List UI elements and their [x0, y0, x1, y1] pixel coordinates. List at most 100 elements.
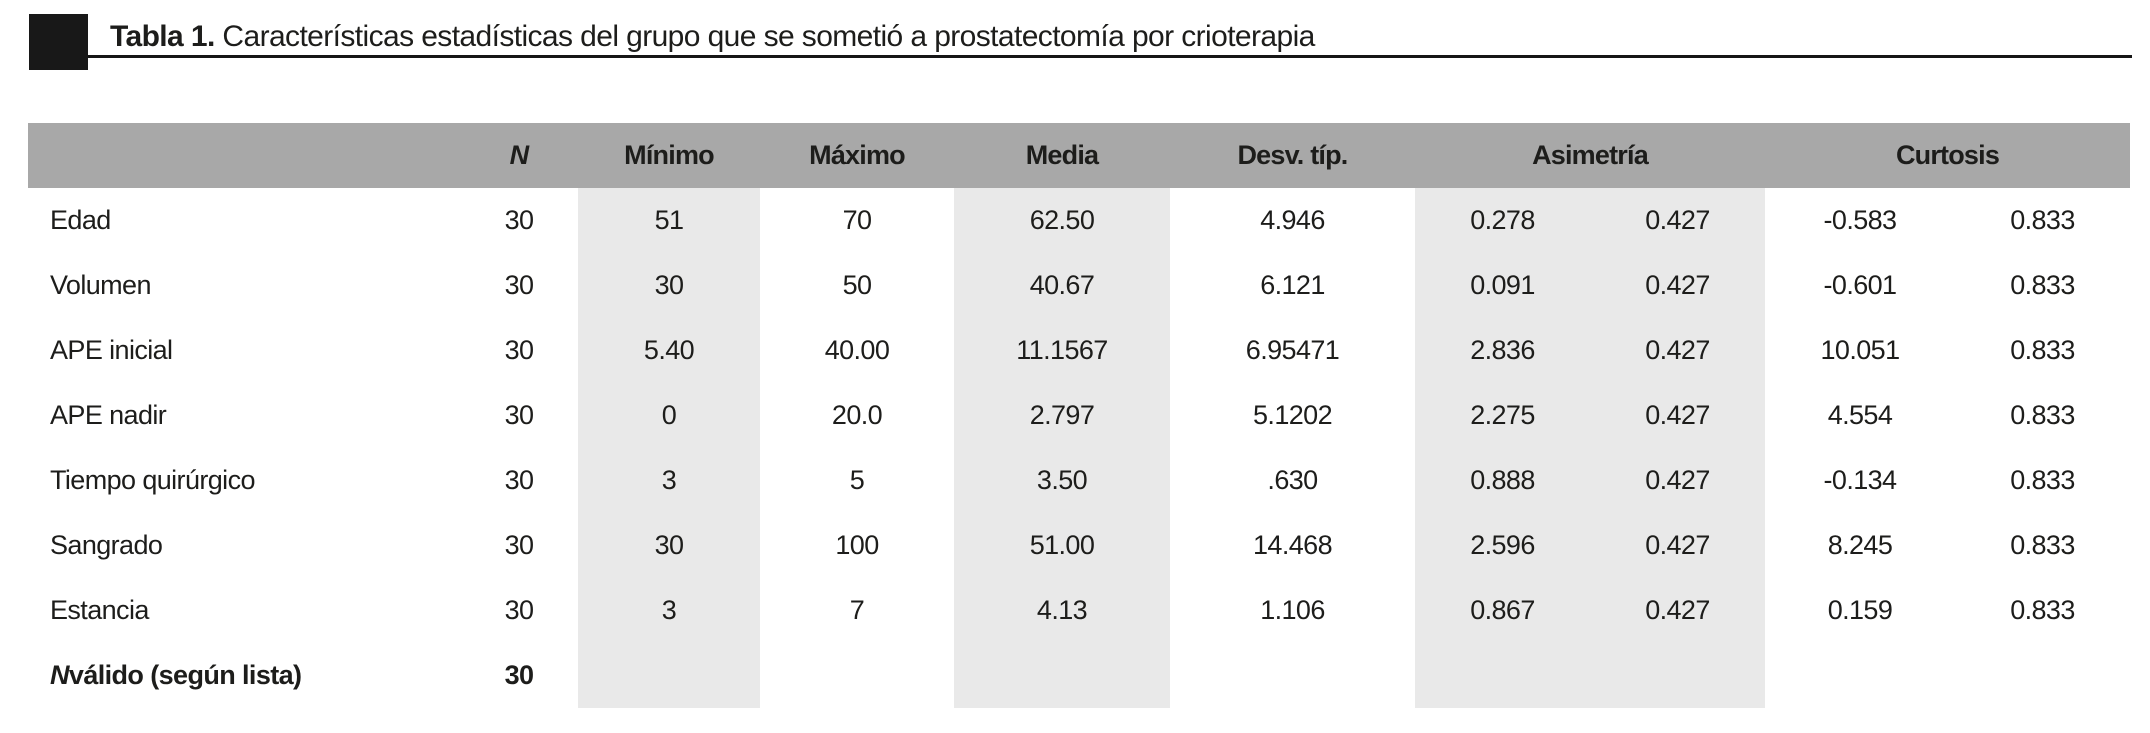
- table-cell: 6.121: [1260, 270, 1325, 300]
- table-caption-text: Características estadísticas del grupo q…: [214, 20, 1315, 53]
- table-cell: 4.554: [1827, 400, 1893, 430]
- header-empty-cell: [28, 123, 460, 188]
- table-cell: 0.427: [1590, 448, 1765, 513]
- table-cell: -0.583: [1823, 205, 1898, 235]
- header-n: N: [509, 140, 530, 170]
- table-cell: 0.427: [1590, 318, 1765, 383]
- row-label: APE inicial: [50, 335, 173, 365]
- table-cell: 5: [849, 465, 865, 495]
- table-cell: 3: [578, 448, 760, 513]
- table-cell: 0.278: [1415, 188, 1590, 253]
- table-cell: 0.833: [2010, 465, 2075, 495]
- table-cell: 30: [578, 513, 760, 578]
- row-label: Edad: [50, 205, 111, 235]
- statistics-table: N Mínimo Máximo Media Desv. típ. Asimetr…: [28, 123, 2130, 708]
- table-cell: 0.427: [1590, 253, 1765, 318]
- table-cell: 0.833: [2010, 335, 2075, 365]
- table-cell: 0.833: [2010, 270, 2075, 300]
- table-cell: 0.091: [1415, 253, 1590, 318]
- table-cell: 0.833: [2010, 205, 2075, 235]
- table-cell: -0.601: [1823, 270, 1898, 300]
- table-cell: 6.95471: [1245, 335, 1340, 365]
- table-header-row: N Mínimo Máximo Media Desv. típ. Asimetr…: [28, 123, 2130, 188]
- header-media: Media: [1025, 140, 1099, 170]
- table-cell: 62.50: [954, 188, 1170, 253]
- table-cell: 0.833: [2010, 595, 2075, 625]
- table-row: Tiempo quirúrgico 30 3 5 3.50 .630 0.888 0.427 -…: [28, 448, 2130, 513]
- table-cell: 2.596: [1415, 513, 1590, 578]
- table-cell: 1.106: [1260, 595, 1325, 625]
- table-cell: 4.946: [1260, 205, 1325, 235]
- caption-marker-square: [29, 14, 88, 70]
- row-label: Tiempo quirúrgico: [50, 465, 255, 495]
- table-cell: .630: [1267, 465, 1318, 495]
- table-row: N válido (según lista) 30: [28, 643, 2130, 708]
- table-cell: 0.833: [2010, 400, 2075, 430]
- table-cell: 30: [504, 205, 534, 235]
- table-caption: Tabla 1. Características estadísticas de…: [110, 20, 1315, 54]
- table-cell: 5.40: [578, 318, 760, 383]
- table-body: Edad 30 51 70 62.50 4.946 0.278 0.427 -0.583 0.83…: [28, 188, 2130, 708]
- table-cell: 14.468: [1253, 530, 1333, 560]
- table-cell: 30: [504, 595, 534, 625]
- table-cell: 2.797: [954, 383, 1170, 448]
- table-cell: 0.833: [2010, 530, 2075, 560]
- table-cell: [578, 643, 760, 708]
- table-cell: 100: [835, 530, 879, 560]
- caption-rule: [88, 55, 2132, 58]
- table-cell: [954, 643, 1170, 708]
- table-cell: [1765, 643, 1955, 708]
- table-cell: 2.836: [1415, 318, 1590, 383]
- table-row: APE nadir 30 0 20.0 2.797 5.1202 2.275 0.427 4.5…: [28, 383, 2130, 448]
- table-cell: 3.50: [954, 448, 1170, 513]
- header-asimetria: Asimetría: [1532, 140, 1649, 170]
- table-cell: 30: [578, 253, 760, 318]
- header-minimo: Mínimo: [624, 140, 714, 170]
- table-cell: [760, 643, 954, 708]
- table-cell: 7: [849, 595, 865, 625]
- table-row: Estancia 30 3 7 4.13 1.106 0.867 0.427 0.159 0.83…: [28, 578, 2130, 643]
- table-cell: 51: [578, 188, 760, 253]
- table-cell: 0.888: [1415, 448, 1590, 513]
- table-cell: 5.1202: [1253, 400, 1333, 430]
- table-cell: 30: [504, 335, 534, 365]
- table-cell: 40.00: [824, 335, 890, 365]
- row-label: Estancia: [50, 595, 149, 625]
- table-row: Volumen 30 30 50 40.67 6.121 0.091 0.427 -0.601 0…: [28, 253, 2130, 318]
- row-label: Sangrado: [50, 530, 163, 560]
- table-cell: 0.427: [1590, 513, 1765, 578]
- table-cell: 30: [504, 400, 534, 430]
- table-cell: 0.427: [1590, 383, 1765, 448]
- table-cell: 0.427: [1590, 188, 1765, 253]
- table-cell: 30: [504, 530, 534, 560]
- header-curtosis: Curtosis: [1895, 140, 2000, 170]
- row-label: N válido (según lista): [50, 660, 302, 690]
- table-cell: 30: [504, 465, 534, 495]
- table-cell: 51.00: [954, 513, 1170, 578]
- header-desv-tip: Desv. típ.: [1237, 140, 1348, 170]
- table-caption-number: Tabla 1.: [110, 20, 215, 53]
- table-cell: 40.67: [954, 253, 1170, 318]
- table-cell: 11.1567: [954, 318, 1170, 383]
- table-cell: -0.134: [1823, 465, 1898, 495]
- table-row: Sangrado 30 30 100 51.00 14.468 2.596 0.427 8.24…: [28, 513, 2130, 578]
- table-cell: 3: [578, 578, 760, 643]
- table-cell: [1415, 643, 1590, 708]
- table-cell: 20.0: [831, 400, 883, 430]
- table-cell: 0.159: [1827, 595, 1893, 625]
- table-row: APE inicial 30 5.40 40.00 11.1567 6.95471 2.83…: [28, 318, 2130, 383]
- table-cell: 0: [578, 383, 760, 448]
- table-cell: [1170, 643, 1415, 708]
- table-row: Edad 30 51 70 62.50 4.946 0.278 0.427 -0.583 0.83…: [28, 188, 2130, 253]
- table-cell: 8.245: [1827, 530, 1893, 560]
- table-cell: [1955, 643, 2130, 708]
- table-cell: 4.13: [954, 578, 1170, 643]
- table-cell: 2.275: [1415, 383, 1590, 448]
- table-cell: 10.051: [1820, 335, 1901, 365]
- row-label: Volumen: [50, 270, 151, 300]
- row-label: APE nadir: [50, 400, 167, 430]
- table-cell: 0.867: [1415, 578, 1590, 643]
- table-cell: 30: [504, 660, 534, 690]
- header-maximo: Máximo: [809, 140, 906, 170]
